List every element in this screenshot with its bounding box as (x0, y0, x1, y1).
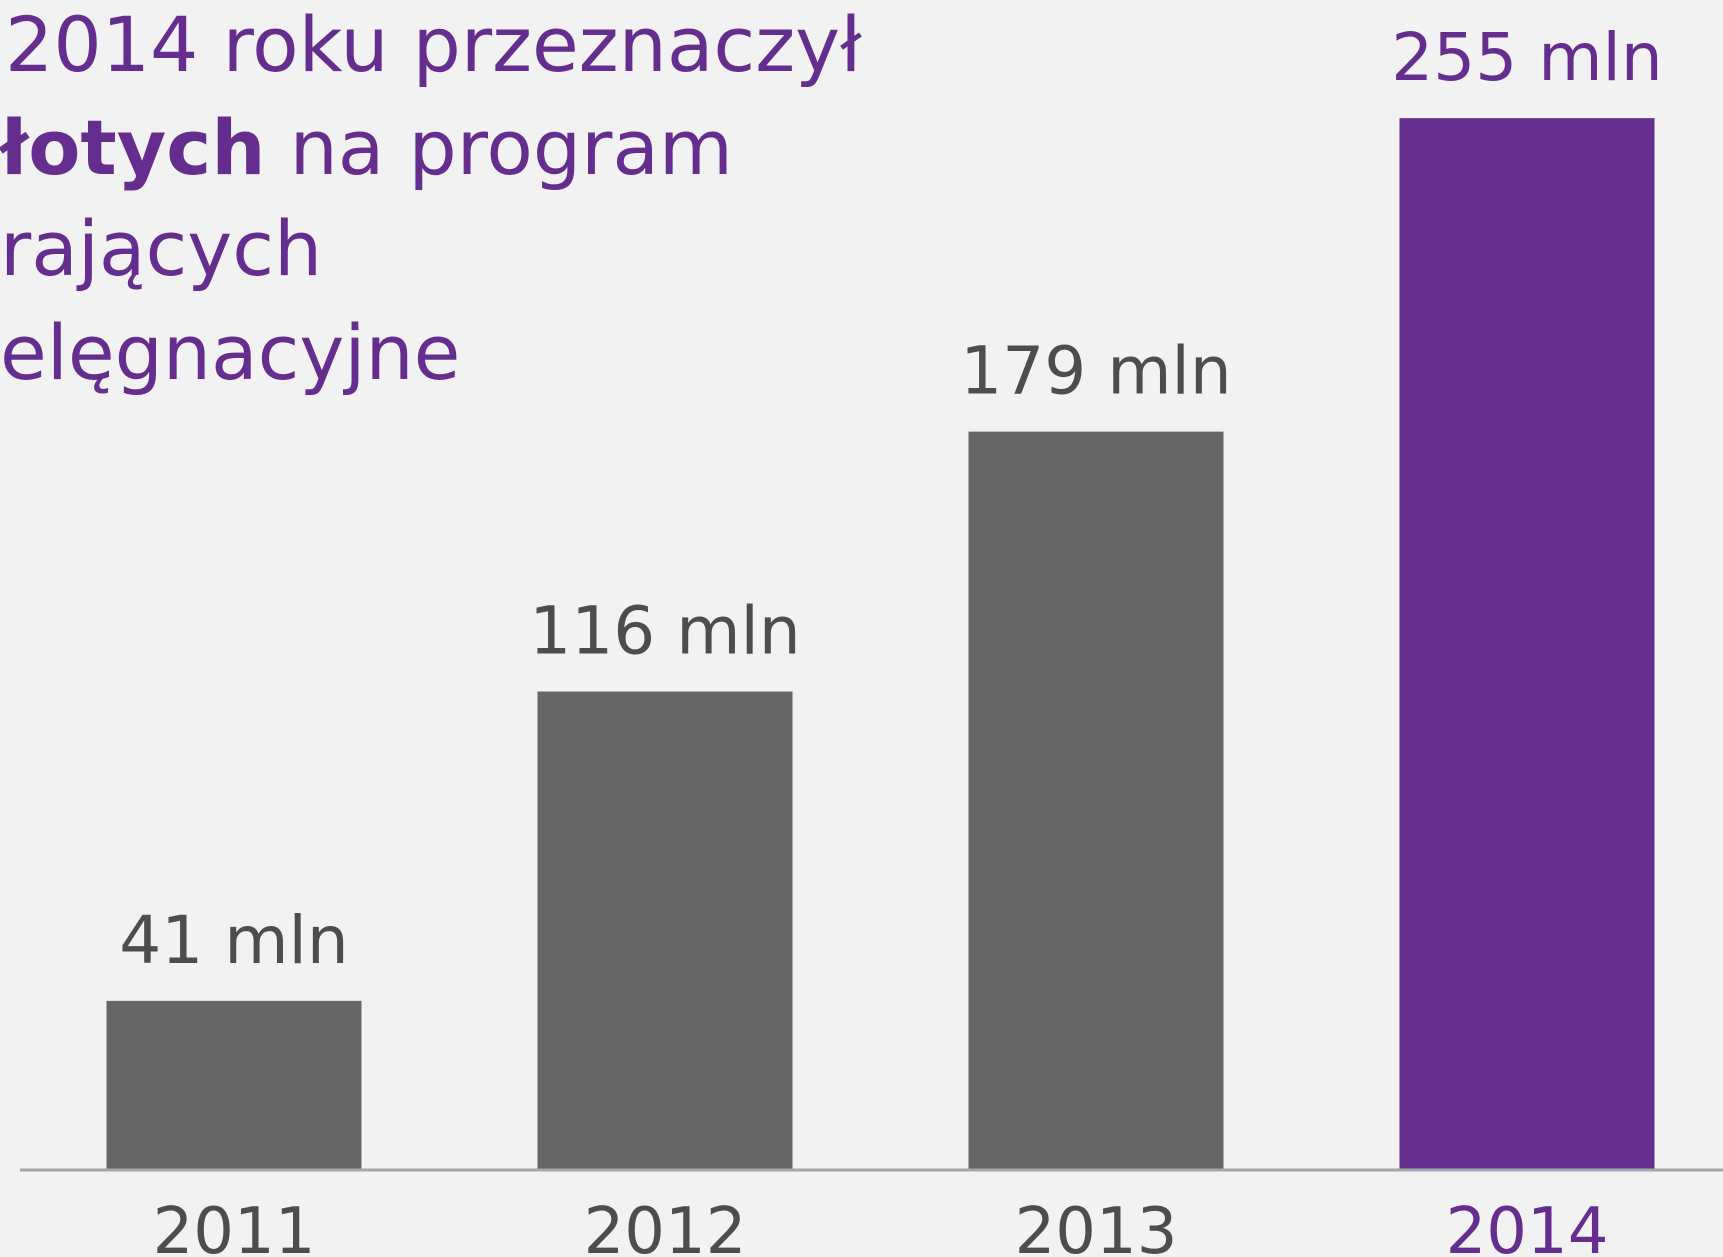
annotation-line: łotych na program (0, 103, 733, 192)
x-tick-label: 2013 (1015, 1195, 1178, 1257)
bar (106, 1000, 362, 1170)
annotation-text: na program (265, 103, 732, 192)
x-tick-label: 2011 (153, 1195, 316, 1257)
annotation-text: elęgnacyjne (0, 308, 460, 397)
bar (968, 431, 1224, 1170)
value-label: 255 mln (1391, 19, 1662, 96)
annotation-line: 2014 roku przeznaczył (5, 0, 862, 89)
annotation-line: rających (0, 204, 322, 293)
annotation-line: elęgnacyjne (0, 308, 460, 397)
x-tick-label: 2012 (584, 1195, 747, 1257)
value-label: 179 mln (960, 333, 1231, 410)
annotation-text: 2014 roku przeznaczył (5, 0, 862, 89)
value-label: 116 mln (529, 593, 800, 670)
value-label: 41 mln (119, 902, 348, 979)
annotation-text: rających (0, 204, 322, 293)
bar (1399, 118, 1655, 1170)
x-tick-label: 2014 (1446, 1195, 1609, 1257)
annotation-text: łotych (0, 103, 265, 192)
bar (537, 691, 793, 1170)
